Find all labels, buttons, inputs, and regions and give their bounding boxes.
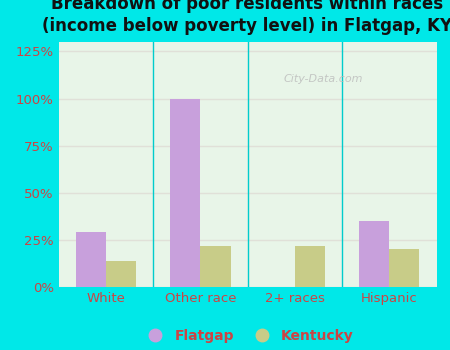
Text: City-Data.com: City-Data.com xyxy=(284,74,363,84)
Bar xyxy=(389,249,419,287)
Bar xyxy=(76,232,106,287)
Bar xyxy=(106,261,136,287)
Legend: Flatgap, Kentucky: Flatgap, Kentucky xyxy=(135,323,360,349)
Title: Breakdown of poor residents within races
(income below poverty level) in Flatgap: Breakdown of poor residents within races… xyxy=(42,0,450,35)
Bar xyxy=(200,246,230,287)
Bar xyxy=(170,99,200,287)
Bar xyxy=(295,246,325,287)
Bar xyxy=(359,221,389,287)
